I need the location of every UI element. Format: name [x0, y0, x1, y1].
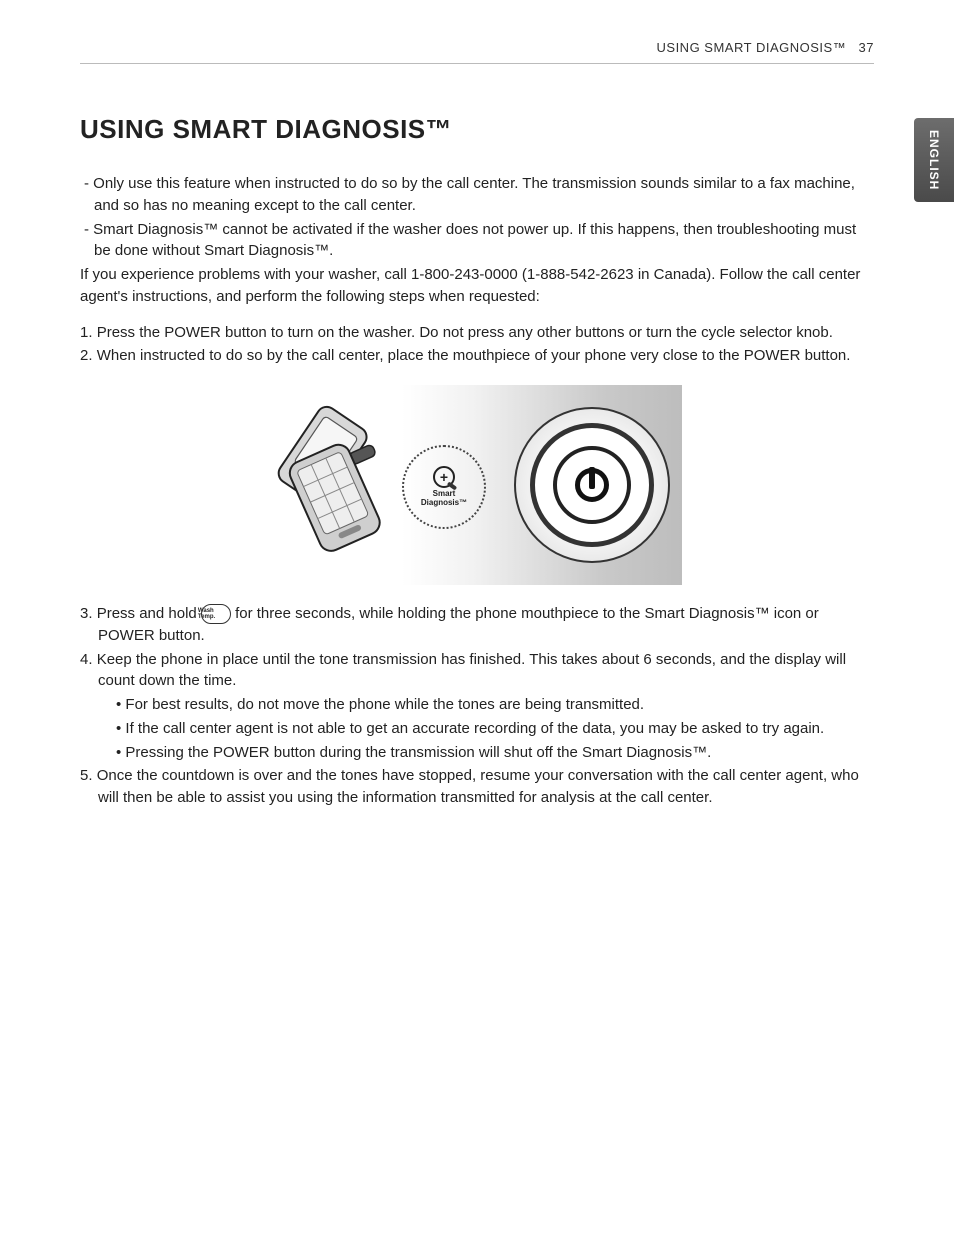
step-4-bullet-3: • Pressing the POWER button during the t…: [116, 742, 874, 764]
content-body: - Only use this feature when instructed …: [80, 173, 874, 809]
step-2: 2. When instructed to do so by the call …: [80, 345, 874, 367]
manual-page: USING SMART DIAGNOSIS™ 37 ENGLISH USING …: [0, 0, 954, 1235]
step-5: 5. Once the countdown is over and the to…: [80, 765, 874, 809]
wash-temp-button-icon: WashTemp.: [201, 604, 231, 624]
intro-dash-1: - Only use this feature when instructed …: [80, 173, 874, 217]
power-icon: [575, 468, 609, 502]
language-tab: ENGLISH: [914, 118, 954, 202]
steps-list-b: 3. Press and hold WashTemp. for three se…: [80, 603, 874, 809]
intro-paragraph: If you experience problems with your was…: [80, 264, 874, 308]
flip-phone-icon: [272, 397, 442, 575]
illustration: + Smart Diagnosis™: [80, 385, 874, 585]
step-4: 4. Keep the phone in place until the ton…: [80, 649, 874, 764]
header-section: USING SMART DIAGNOSIS™: [657, 40, 847, 55]
step-3: 3. Press and hold WashTemp. for three se…: [80, 603, 874, 647]
intro-dash-2: - Smart Diagnosis™ cannot be activated i…: [80, 219, 874, 263]
page-header: USING SMART DIAGNOSIS™ 37: [80, 40, 874, 64]
step-4-bullets: • For best results, do not move the phon…: [98, 694, 874, 763]
steps-list-a: 1. Press the POWER button to turn on the…: [80, 322, 874, 368]
step-4-bullet-2: • If the call center agent is not able t…: [116, 718, 874, 740]
page-title: USING SMART DIAGNOSIS™: [80, 114, 874, 145]
header-text: USING SMART DIAGNOSIS™ 37: [657, 40, 874, 55]
page-number: 37: [859, 40, 874, 55]
step-1: 1. Press the POWER button to turn on the…: [80, 322, 874, 344]
power-dial: [514, 407, 670, 563]
step-4-bullet-1: • For best results, do not move the phon…: [116, 694, 874, 716]
language-tab-label: ENGLISH: [927, 130, 941, 190]
